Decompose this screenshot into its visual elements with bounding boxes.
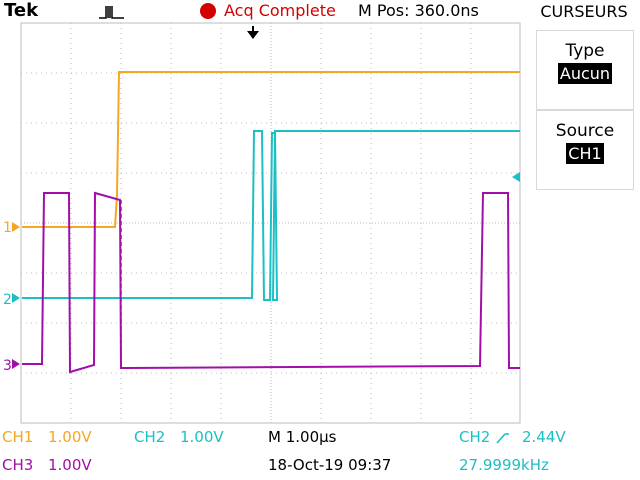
cursor-source-value: CH1: [566, 143, 604, 164]
ch2-scale: 1.00V: [180, 428, 224, 446]
svg-text:3: 3: [3, 358, 12, 374]
cursor-type-value: Aucun: [557, 63, 613, 84]
trigger-source: CH2: [459, 428, 491, 446]
cursor-source-label: Source: [555, 121, 615, 141]
svg-text:2: 2: [3, 292, 12, 308]
cursor-source-button[interactable]: Source CH1: [536, 110, 634, 190]
timebase: M 1.00µs: [268, 428, 337, 446]
ch1-ground-marker: 1: [3, 220, 20, 236]
pulse-waveform-icon: [99, 6, 124, 19]
ch1-scale: 1.00V: [48, 428, 92, 446]
ch2-ground-marker: 2: [3, 292, 20, 308]
ch3-ground-marker: 3: [3, 358, 20, 374]
horizontal-position: M Pos: 360.0ns: [358, 1, 479, 20]
cursor-type-label: Type: [565, 41, 605, 61]
rising-edge-icon: [496, 433, 509, 444]
trigger-frequency: 27.9999kHz: [459, 456, 549, 474]
trigger-position-marker-icon: [247, 26, 259, 39]
trigger-level: 2.44V: [522, 428, 566, 446]
ch3-waveform: [22, 191, 520, 374]
brand-logo: Tek: [4, 0, 39, 21]
svg-text:1: 1: [3, 220, 12, 236]
ch3-label: CH3: [2, 456, 34, 474]
date-time: 18-Oct-19 09:37: [268, 456, 392, 474]
menu-title: CURSEURS: [540, 2, 628, 21]
ch2-label: CH2: [134, 428, 166, 446]
ch1-waveform: [22, 71, 520, 228]
acquisition-status: Acq Complete: [224, 1, 336, 20]
cursor-type-button[interactable]: Type Aucun: [536, 30, 634, 110]
cursor-menu: CURSEURS Type Aucun Source CH1: [528, 0, 640, 480]
acquisition-indicator-icon: [200, 3, 216, 19]
ch3-scale: 1.00V: [48, 456, 92, 474]
ch1-label: CH1: [2, 428, 34, 446]
ch2-waveform: [22, 130, 520, 301]
trigger-level-marker-icon: [512, 172, 520, 182]
status-bar: Tek Acq Complete M Pos: 360.0ns: [0, 0, 520, 22]
